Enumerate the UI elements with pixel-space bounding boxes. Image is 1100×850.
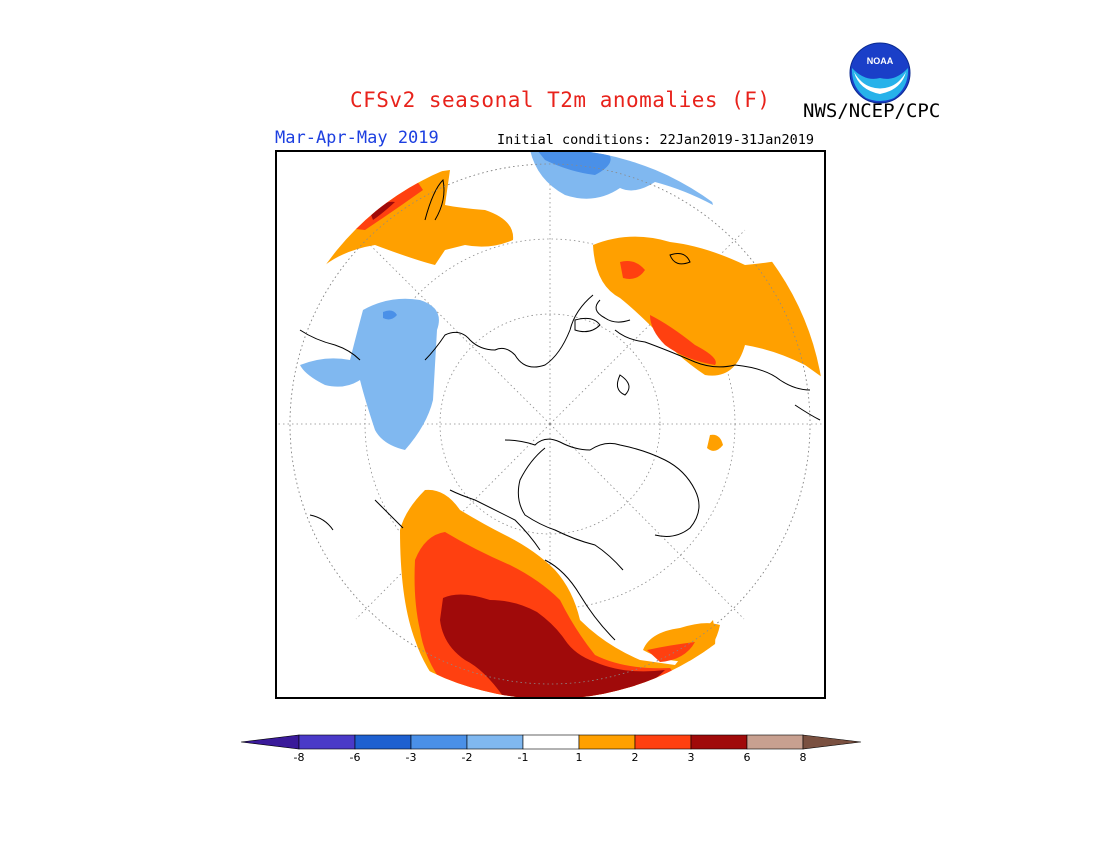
anomaly-orange-region bbox=[593, 236, 825, 380]
anomaly-blue-region bbox=[537, 150, 611, 175]
color-scale-cell bbox=[522, 734, 580, 750]
agency-label: NWS/NCEP/CPC bbox=[803, 100, 941, 122]
chart-title: CFSv2 seasonal T2m anomalies (F) bbox=[350, 88, 771, 112]
anomaly-red-region bbox=[650, 315, 716, 365]
color-scale-cell bbox=[410, 734, 468, 750]
color-scale-arrow-low bbox=[240, 734, 300, 750]
color-scale-bar: -8 -6 -3 -2 -1 1 2 3 6 8 bbox=[240, 734, 862, 764]
season-label: Mar-Apr-May 2019 bbox=[275, 128, 439, 148]
anomaly-darkred-region bbox=[440, 594, 665, 699]
anomaly-blue-region bbox=[383, 310, 397, 320]
svg-text:NOAA: NOAA bbox=[867, 56, 894, 66]
color-scale-tick-label: -6 bbox=[350, 751, 361, 764]
color-scale-tick-label: -1 bbox=[518, 751, 529, 764]
anomaly-orange-region bbox=[707, 434, 723, 451]
color-scale-cell bbox=[354, 734, 412, 750]
anomaly-lightblue-region bbox=[300, 298, 439, 450]
color-scale-cell bbox=[690, 734, 748, 750]
color-scale-cell bbox=[578, 734, 636, 750]
color-scale-tick-label: 1 bbox=[576, 751, 583, 764]
color-scale-tick-label: -2 bbox=[462, 751, 473, 764]
color-scale-arrow-high bbox=[802, 734, 862, 750]
initial-conditions-label: Initial conditions: 22Jan2019-31Jan2019 bbox=[497, 132, 814, 148]
anomaly-red-region bbox=[620, 261, 645, 279]
color-scale-tick-label: 6 bbox=[744, 751, 751, 764]
noaa-logo-icon: NOAA bbox=[849, 42, 911, 104]
color-scale-cell bbox=[634, 734, 692, 750]
color-scale-tick-label: 3 bbox=[688, 751, 695, 764]
color-scale-cell bbox=[298, 734, 356, 750]
polar-anomaly-map bbox=[275, 150, 826, 699]
color-scale-cell bbox=[466, 734, 524, 750]
color-scale-tick-label: 8 bbox=[800, 751, 807, 764]
color-scale-tick-label: -8 bbox=[294, 751, 305, 764]
anomaly-darkred-region bbox=[370, 201, 395, 220]
color-scale-cell bbox=[746, 734, 804, 750]
color-scale-tick-label: -3 bbox=[406, 751, 417, 764]
anomaly-orange-region bbox=[305, 170, 514, 285]
anomaly-red-region bbox=[647, 642, 695, 662]
color-scale-tick-label: 2 bbox=[632, 751, 639, 764]
